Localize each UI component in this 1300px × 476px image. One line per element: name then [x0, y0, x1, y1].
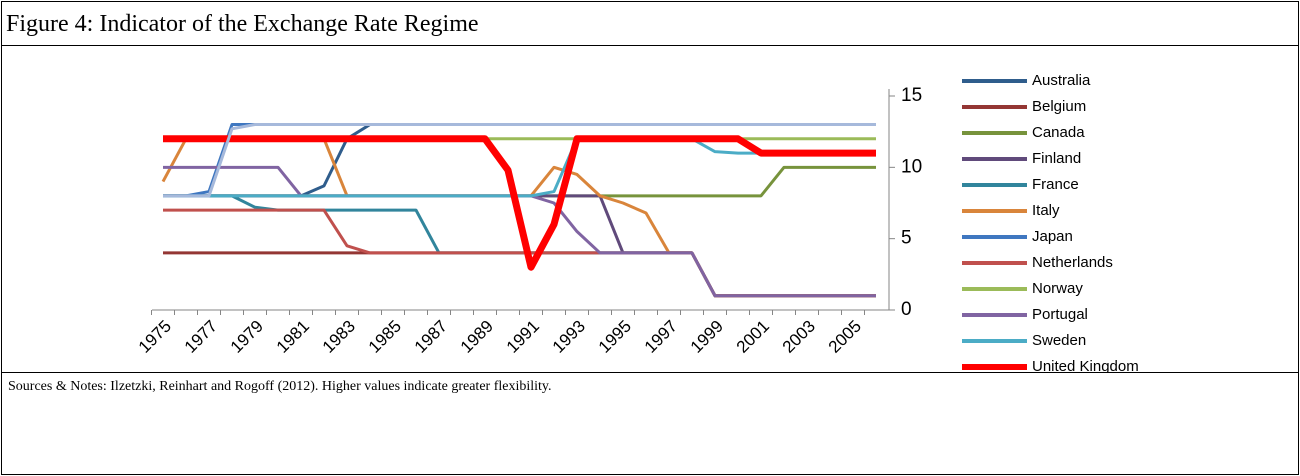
legend-label: Australia — [1032, 72, 1091, 89]
x-tick-label: 2001 — [733, 317, 773, 357]
figure-title: Figure 4: Indicator of the Exchange Rate… — [2, 2, 1298, 46]
x-tick-label: 1983 — [319, 317, 359, 357]
figure-note: Sources & Notes: Ilzetzki, Reinhart and … — [2, 372, 1298, 474]
legend-label: France — [1032, 176, 1079, 193]
x-tick-label: 1989 — [457, 317, 497, 357]
series-line — [163, 251, 876, 298]
y-tick-label: 15 — [901, 85, 922, 106]
legend-label: Portugal — [1032, 306, 1088, 323]
x-tick-label: 1977 — [181, 317, 221, 357]
x-tick-label: 2003 — [779, 317, 819, 357]
series-line — [163, 123, 876, 198]
x-tick-label: 1981 — [273, 317, 313, 357]
legend-label: Belgium — [1032, 98, 1086, 115]
series-line — [163, 135, 876, 271]
legend-label: Japan — [1032, 228, 1073, 245]
x-tick-label: 1995 — [595, 317, 635, 357]
series-line — [163, 165, 876, 198]
legend-label: United Kingdom — [1032, 358, 1139, 372]
x-tick-label: 1999 — [687, 317, 727, 357]
x-tick-label: 1993 — [549, 317, 589, 357]
legend-label: Norway — [1032, 280, 1083, 297]
x-tick-label: 1997 — [641, 317, 681, 357]
legend-label: Finland — [1032, 150, 1081, 167]
y-tick-label: 10 — [901, 156, 922, 177]
x-tick-label: 1975 — [135, 317, 175, 357]
y-tick-label: 5 — [901, 228, 912, 249]
x-tick-label: 1991 — [503, 317, 543, 357]
x-tick-label: 2005 — [825, 317, 865, 357]
x-tick-label: 1979 — [227, 317, 267, 357]
legend-label: Sweden — [1032, 332, 1086, 349]
legend-label: Netherlands — [1032, 254, 1113, 271]
x-tick-label: 1987 — [411, 317, 451, 357]
legend-label: Canada — [1032, 124, 1085, 141]
legend-label: Italy — [1032, 202, 1060, 219]
x-tick-label: 1985 — [365, 317, 405, 357]
y-tick-label: 0 — [901, 299, 912, 320]
